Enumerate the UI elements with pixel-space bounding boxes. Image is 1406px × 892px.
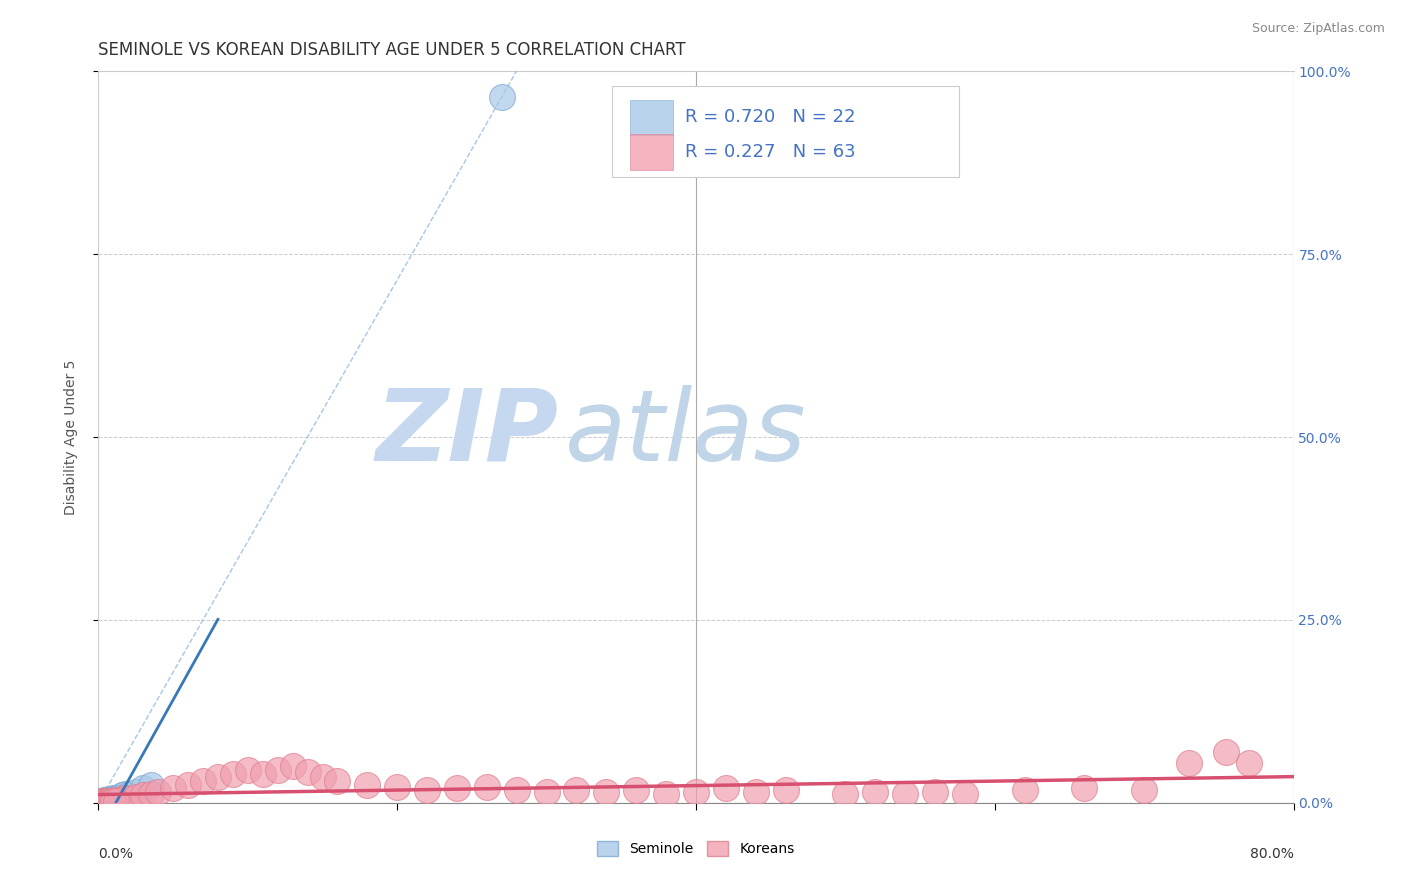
Point <box>894 787 917 801</box>
Point <box>491 90 513 104</box>
Point <box>103 794 125 808</box>
Point <box>1215 745 1237 759</box>
Point <box>105 794 128 808</box>
Point <box>105 791 128 805</box>
Point <box>281 759 304 773</box>
Point <box>297 765 319 780</box>
Point <box>114 787 136 801</box>
Point <box>148 785 170 799</box>
FancyBboxPatch shape <box>630 134 673 169</box>
Point <box>1133 782 1156 797</box>
Point <box>97 792 120 806</box>
Point <box>506 782 529 797</box>
Point <box>96 793 118 807</box>
Point <box>117 789 139 803</box>
Point <box>112 789 135 804</box>
Point <box>745 785 768 799</box>
Point <box>207 770 229 784</box>
Point <box>94 794 117 808</box>
Point <box>96 794 118 808</box>
Point <box>117 792 139 806</box>
Point <box>103 794 125 808</box>
Point <box>775 782 797 797</box>
Point <box>108 791 131 805</box>
Point <box>110 790 132 805</box>
Text: atlas: atlas <box>565 385 806 482</box>
Point <box>98 794 122 808</box>
Point <box>101 794 124 808</box>
Point <box>416 782 439 797</box>
Point <box>953 787 976 801</box>
Point <box>595 785 617 799</box>
Point <box>191 773 214 788</box>
Text: 0.0%: 0.0% <box>98 847 134 861</box>
Point <box>655 787 678 801</box>
Point <box>98 793 122 807</box>
Y-axis label: Disability Age Under 5: Disability Age Under 5 <box>63 359 77 515</box>
Point <box>132 781 155 796</box>
Point <box>114 791 136 805</box>
Point <box>91 794 114 808</box>
Point <box>111 789 134 803</box>
Point <box>236 763 259 777</box>
Point <box>1073 781 1095 796</box>
Text: ZIP: ZIP <box>375 385 558 482</box>
Point <box>125 785 148 799</box>
Text: Source: ZipAtlas.com: Source: ZipAtlas.com <box>1251 22 1385 36</box>
Point <box>132 789 155 803</box>
Point <box>97 794 120 808</box>
Point <box>93 794 115 808</box>
Text: 80.0%: 80.0% <box>1250 847 1294 861</box>
Point <box>385 780 409 794</box>
FancyBboxPatch shape <box>613 86 959 178</box>
Point <box>94 794 117 808</box>
Point <box>96 794 118 808</box>
Point <box>91 794 114 808</box>
Point <box>115 789 138 804</box>
Point <box>326 773 349 788</box>
Point <box>177 778 200 792</box>
Point <box>107 790 129 805</box>
Text: R = 0.227   N = 63: R = 0.227 N = 63 <box>685 143 856 161</box>
Point <box>101 794 124 808</box>
Point <box>98 794 122 808</box>
Point <box>924 785 946 799</box>
Point <box>94 794 117 808</box>
Point <box>714 781 737 796</box>
Point <box>101 792 124 806</box>
Point <box>93 794 115 808</box>
Point <box>97 794 120 808</box>
Point <box>1178 756 1201 770</box>
Point <box>834 787 856 801</box>
Point <box>91 794 114 808</box>
Point <box>1237 756 1260 770</box>
Point <box>252 766 274 780</box>
Point <box>110 792 132 806</box>
Text: R = 0.720   N = 22: R = 0.720 N = 22 <box>685 109 856 127</box>
Point <box>162 781 184 796</box>
Point <box>446 781 468 796</box>
Point <box>222 766 245 780</box>
Legend: Seminole, Koreans: Seminole, Koreans <box>592 836 800 862</box>
Point <box>139 787 162 801</box>
Point <box>685 785 707 799</box>
Point <box>311 770 333 784</box>
Text: SEMINOLE VS KOREAN DISABILITY AGE UNDER 5 CORRELATION CHART: SEMINOLE VS KOREAN DISABILITY AGE UNDER … <box>98 41 686 59</box>
Point <box>565 782 588 797</box>
Point <box>93 793 115 807</box>
Point <box>356 778 378 792</box>
Point <box>626 782 648 797</box>
Point <box>536 785 558 799</box>
Point <box>475 780 498 794</box>
Point <box>103 791 125 805</box>
Point <box>105 793 128 807</box>
Point <box>125 789 148 804</box>
FancyBboxPatch shape <box>630 100 673 136</box>
Point <box>267 763 290 777</box>
Point <box>865 785 887 799</box>
Point <box>104 792 127 806</box>
Point <box>139 778 162 792</box>
Point <box>1014 782 1036 797</box>
